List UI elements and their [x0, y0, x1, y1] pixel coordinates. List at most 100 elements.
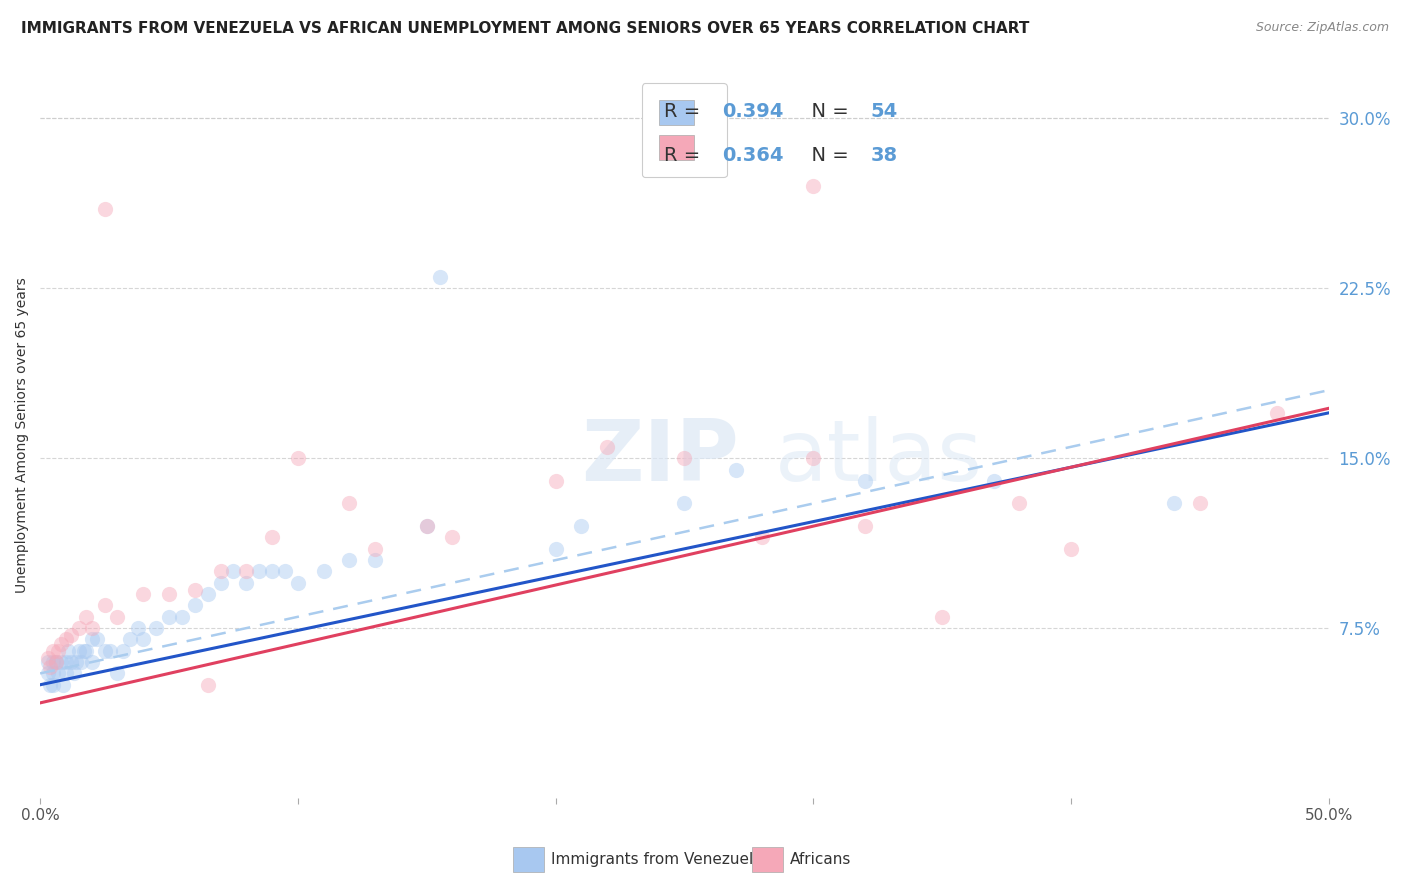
Point: [120, 632, 142, 647]
Point: [235, 575, 257, 590]
Text: ZIP: ZIP: [581, 416, 740, 499]
Text: Africans: Africans: [790, 853, 852, 867]
Point: [184, 599, 207, 613]
Point: [55, 632, 77, 647]
Point: [52, 678, 75, 692]
Point: [287, 451, 309, 466]
Point: [673, 451, 696, 466]
Point: [80, 621, 103, 635]
Point: [337, 496, 360, 510]
Point: [46, 644, 69, 658]
Point: [364, 553, 387, 567]
Point: [60, 628, 83, 642]
Text: 54: 54: [870, 102, 897, 120]
Point: [1188, 496, 1211, 510]
Y-axis label: Unemployment Among Seniors over 65 years: Unemployment Among Seniors over 65 years: [15, 277, 30, 593]
Point: [127, 621, 149, 635]
Point: [42, 644, 65, 658]
Point: [415, 519, 437, 533]
Point: [37, 666, 59, 681]
Text: atlas: atlas: [775, 416, 983, 499]
Point: [45, 655, 67, 669]
Point: [170, 609, 193, 624]
Point: [1008, 496, 1031, 510]
Point: [260, 531, 283, 545]
Point: [73, 644, 96, 658]
Point: [184, 582, 207, 597]
Point: [724, 462, 747, 476]
Point: [801, 179, 824, 194]
Point: [544, 541, 567, 556]
Point: [45, 655, 67, 669]
Point: [983, 474, 1005, 488]
Point: [132, 587, 155, 601]
Point: [37, 655, 59, 669]
Point: [86, 632, 108, 647]
Point: [55, 655, 77, 669]
Point: [93, 599, 115, 613]
Point: [49, 655, 72, 669]
Point: [55, 666, 77, 681]
Point: [93, 644, 115, 658]
Point: [287, 575, 309, 590]
Point: [157, 609, 180, 624]
Point: [111, 644, 134, 658]
Point: [67, 644, 90, 658]
Point: [93, 202, 115, 216]
Point: [62, 666, 84, 681]
Point: [312, 565, 335, 579]
Point: [37, 650, 59, 665]
Point: [1265, 406, 1288, 420]
Point: [247, 565, 270, 579]
Point: [673, 496, 696, 510]
Point: [197, 587, 219, 601]
Point: [76, 609, 98, 624]
Point: [441, 531, 464, 545]
Point: [1060, 541, 1083, 556]
Point: [39, 678, 62, 692]
Point: [98, 644, 121, 658]
Text: 0.364: 0.364: [723, 145, 783, 165]
Point: [107, 609, 129, 624]
Point: [46, 666, 69, 681]
Point: [76, 644, 98, 658]
Point: [429, 269, 451, 284]
Point: [274, 565, 297, 579]
Point: [853, 474, 876, 488]
Point: [80, 632, 103, 647]
Text: 0.394: 0.394: [723, 102, 783, 120]
Point: [49, 637, 72, 651]
Point: [1163, 496, 1185, 510]
Point: [222, 565, 245, 579]
Text: R =: R =: [664, 145, 707, 165]
Point: [364, 541, 387, 556]
Text: IMMIGRANTS FROM VENEZUELA VS AFRICAN UNEMPLOYMENT AMONG SENIORS OVER 65 YEARS CO: IMMIGRANTS FROM VENEZUELA VS AFRICAN UNE…: [21, 21, 1029, 36]
Point: [132, 632, 155, 647]
Point: [42, 666, 65, 681]
Point: [42, 655, 65, 669]
Text: R =: R =: [664, 102, 707, 120]
Point: [197, 678, 219, 692]
Point: [853, 519, 876, 533]
Point: [42, 678, 65, 692]
Point: [209, 575, 232, 590]
Point: [67, 621, 90, 635]
Legend: , : ,: [641, 83, 727, 178]
Point: [58, 644, 80, 658]
Point: [544, 474, 567, 488]
Point: [235, 565, 257, 579]
Point: [260, 565, 283, 579]
Point: [415, 519, 437, 533]
Point: [801, 451, 824, 466]
Point: [107, 666, 129, 681]
Text: N =: N =: [800, 102, 855, 120]
Point: [751, 531, 773, 545]
Point: [931, 609, 953, 624]
Point: [145, 621, 167, 635]
Point: [569, 519, 592, 533]
Point: [596, 440, 619, 454]
Text: N =: N =: [800, 145, 855, 165]
Point: [60, 655, 83, 669]
Text: Immigrants from Venezuela: Immigrants from Venezuela: [551, 853, 763, 867]
Point: [70, 655, 93, 669]
